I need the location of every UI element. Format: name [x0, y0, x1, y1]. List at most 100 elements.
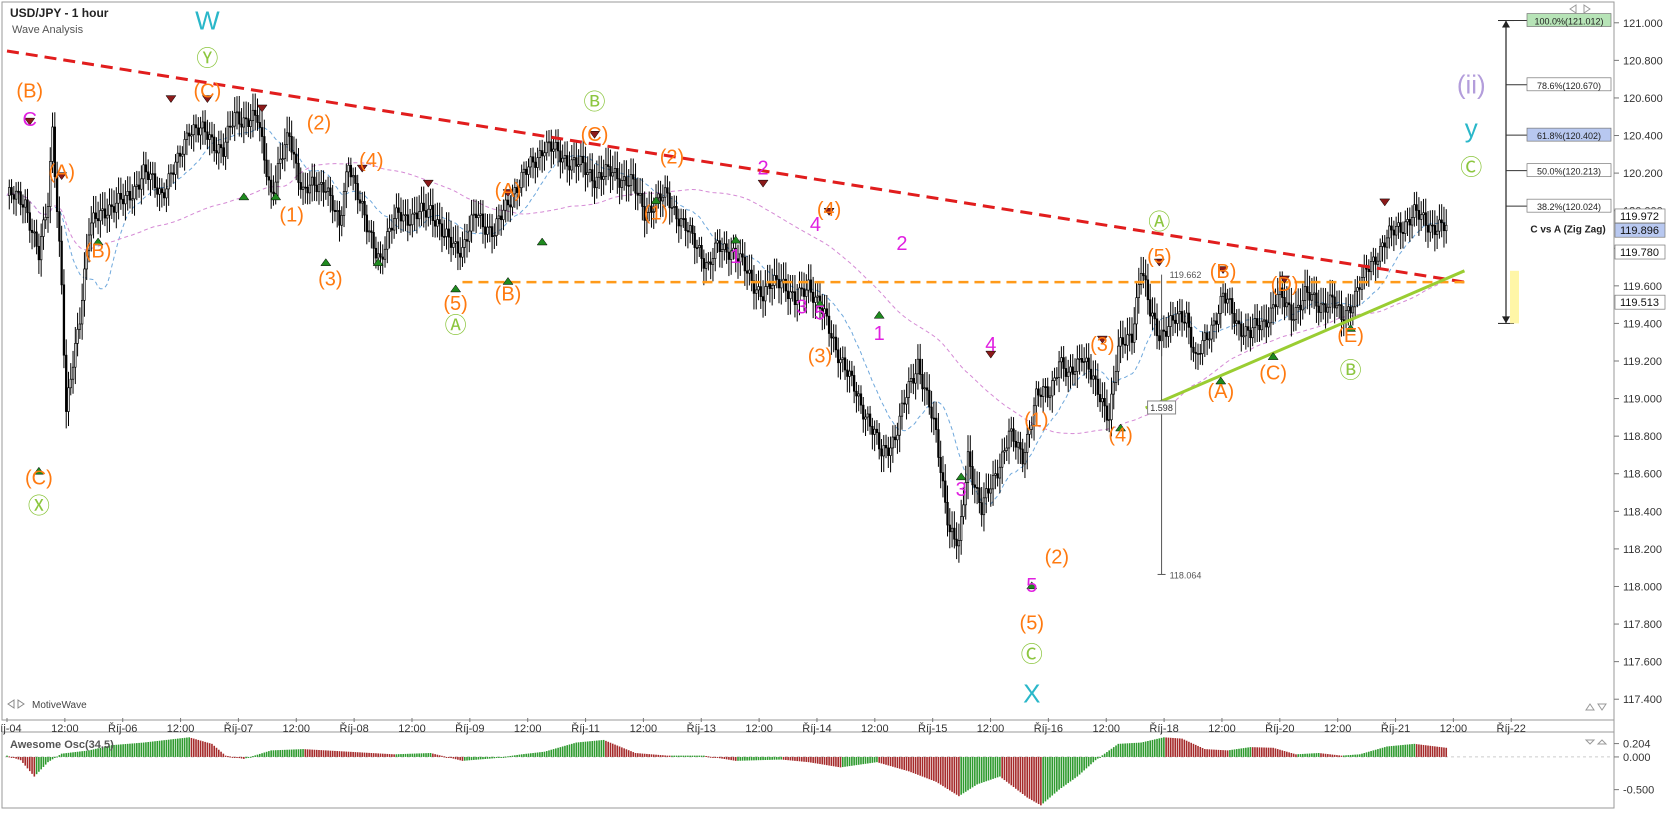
osc-bar [208, 743, 211, 757]
osc-bar [258, 753, 261, 757]
candle-body [24, 199, 27, 208]
osc-bar [459, 756, 461, 761]
price-tick-label: 119.000 [1623, 394, 1662, 406]
candle-body [1057, 361, 1061, 378]
candle-body [709, 261, 712, 265]
osc-bar [841, 756, 844, 768]
candle-body [1210, 324, 1213, 340]
osc-bar [54, 756, 56, 758]
time-tick-label: 12:00 [630, 723, 658, 735]
osc-bar [1429, 745, 1432, 757]
candle-body [554, 141, 557, 150]
osc-bar [1379, 748, 1381, 757]
osc-bar [154, 741, 156, 757]
osc-bar [229, 756, 231, 758]
zoom-in-icon[interactable] [1585, 703, 1595, 711]
osc-bar [1069, 756, 1072, 782]
candle-body [1092, 375, 1095, 380]
pivot-high-marker [1279, 275, 1291, 284]
candle-body [420, 202, 423, 212]
osc-bar [1112, 747, 1115, 757]
wave-label: (C) [25, 468, 53, 490]
osc-bar [1192, 743, 1195, 757]
candle-body [607, 164, 610, 167]
measure-top-label: 119.662 [1170, 270, 1202, 280]
osc-bar [691, 755, 694, 757]
osc-bar [958, 756, 960, 797]
osc-bar [1440, 747, 1443, 757]
candle-body [969, 451, 972, 467]
osc-bar [1274, 748, 1277, 757]
candle-body [260, 127, 264, 137]
osc-bar [862, 756, 865, 765]
osc-bar [336, 751, 339, 757]
osc-bar [1229, 750, 1231, 757]
wave-label: Ⓒ [1460, 155, 1482, 180]
candle-body [800, 287, 803, 290]
osc-bar [520, 754, 523, 757]
candle-body [937, 429, 940, 458]
candle-body [254, 109, 257, 116]
osc-bar [217, 749, 220, 757]
osc-bar [1163, 737, 1165, 757]
candle-body [94, 212, 97, 219]
candle-body [35, 231, 38, 247]
candle-body [363, 200, 366, 216]
candle-body [718, 240, 721, 252]
osc-bar [621, 747, 623, 757]
candle-body [1110, 393, 1113, 421]
osc-bar [284, 749, 286, 757]
scroll-left-icon[interactable] [1569, 4, 1577, 14]
candle-body [1080, 358, 1084, 363]
osc-bar [871, 756, 874, 763]
candle-body [1310, 294, 1314, 301]
time-tick-label: 12:00 [745, 723, 773, 735]
candle-body [1374, 256, 1377, 265]
osc-bar [1001, 756, 1003, 779]
candle-body [1226, 298, 1229, 304]
time-tick-label: Říj-18 [1149, 722, 1178, 735]
wave-label: 1 [874, 323, 885, 345]
candle-body [784, 278, 787, 292]
pivot-low-marker [1026, 581, 1038, 590]
osc-bar [1103, 753, 1106, 757]
candle-body [1142, 273, 1145, 277]
osc-bar [1327, 754, 1329, 757]
osc-scroll-icon[interactable] [1584, 739, 1608, 745]
candle-body [732, 247, 735, 252]
candle-body [755, 289, 758, 294]
candle-body [1331, 294, 1334, 298]
osc-bar [1042, 756, 1044, 804]
scroll-right-icon[interactable] [1583, 4, 1591, 14]
wave-label: Ⓐ [445, 313, 467, 338]
time-axis[interactable]: Říj-04 12:00 Říj-06 12:00 Říj-07 12:00 Říj-08 1… [0, 718, 1526, 735]
candle-body [1098, 394, 1102, 403]
candle-body [1269, 307, 1273, 324]
candle-body [377, 253, 380, 259]
osc-bar [1374, 749, 1377, 757]
candle-body [996, 473, 999, 479]
candle-body [1340, 304, 1343, 321]
fib-levels[interactable]: 100.0%(121.012) 78.6%(120.670) 61.8%(120.4… [1498, 13, 1612, 324]
osc-bar [140, 742, 143, 757]
candle-body [438, 219, 441, 225]
osc-bar [662, 755, 664, 757]
candle-body [468, 230, 471, 242]
osc-bar [44, 756, 47, 765]
candle-body [1274, 304, 1277, 308]
price-axis[interactable]: 121.000120.800120.600120.400120.200120.0… [1614, 18, 1666, 706]
measure-tool[interactable]: 1.598 119.662 118.064 [1147, 270, 1202, 580]
moving-averages [6, 126, 1447, 506]
wave-label: 5 [1026, 575, 1037, 597]
navigation-left-icon[interactable] [7, 699, 15, 709]
candle-body [283, 144, 286, 160]
osc-bar [812, 756, 814, 763]
navigation-right-icon[interactable] [17, 699, 25, 709]
zoom-out-icon[interactable] [1597, 703, 1607, 711]
candle-body [1388, 225, 1391, 239]
osc-bar [914, 756, 917, 774]
osc-bar [1015, 756, 1017, 789]
osc-tick-label: 0.204 [1623, 739, 1651, 751]
osc-bar [1347, 755, 1350, 757]
